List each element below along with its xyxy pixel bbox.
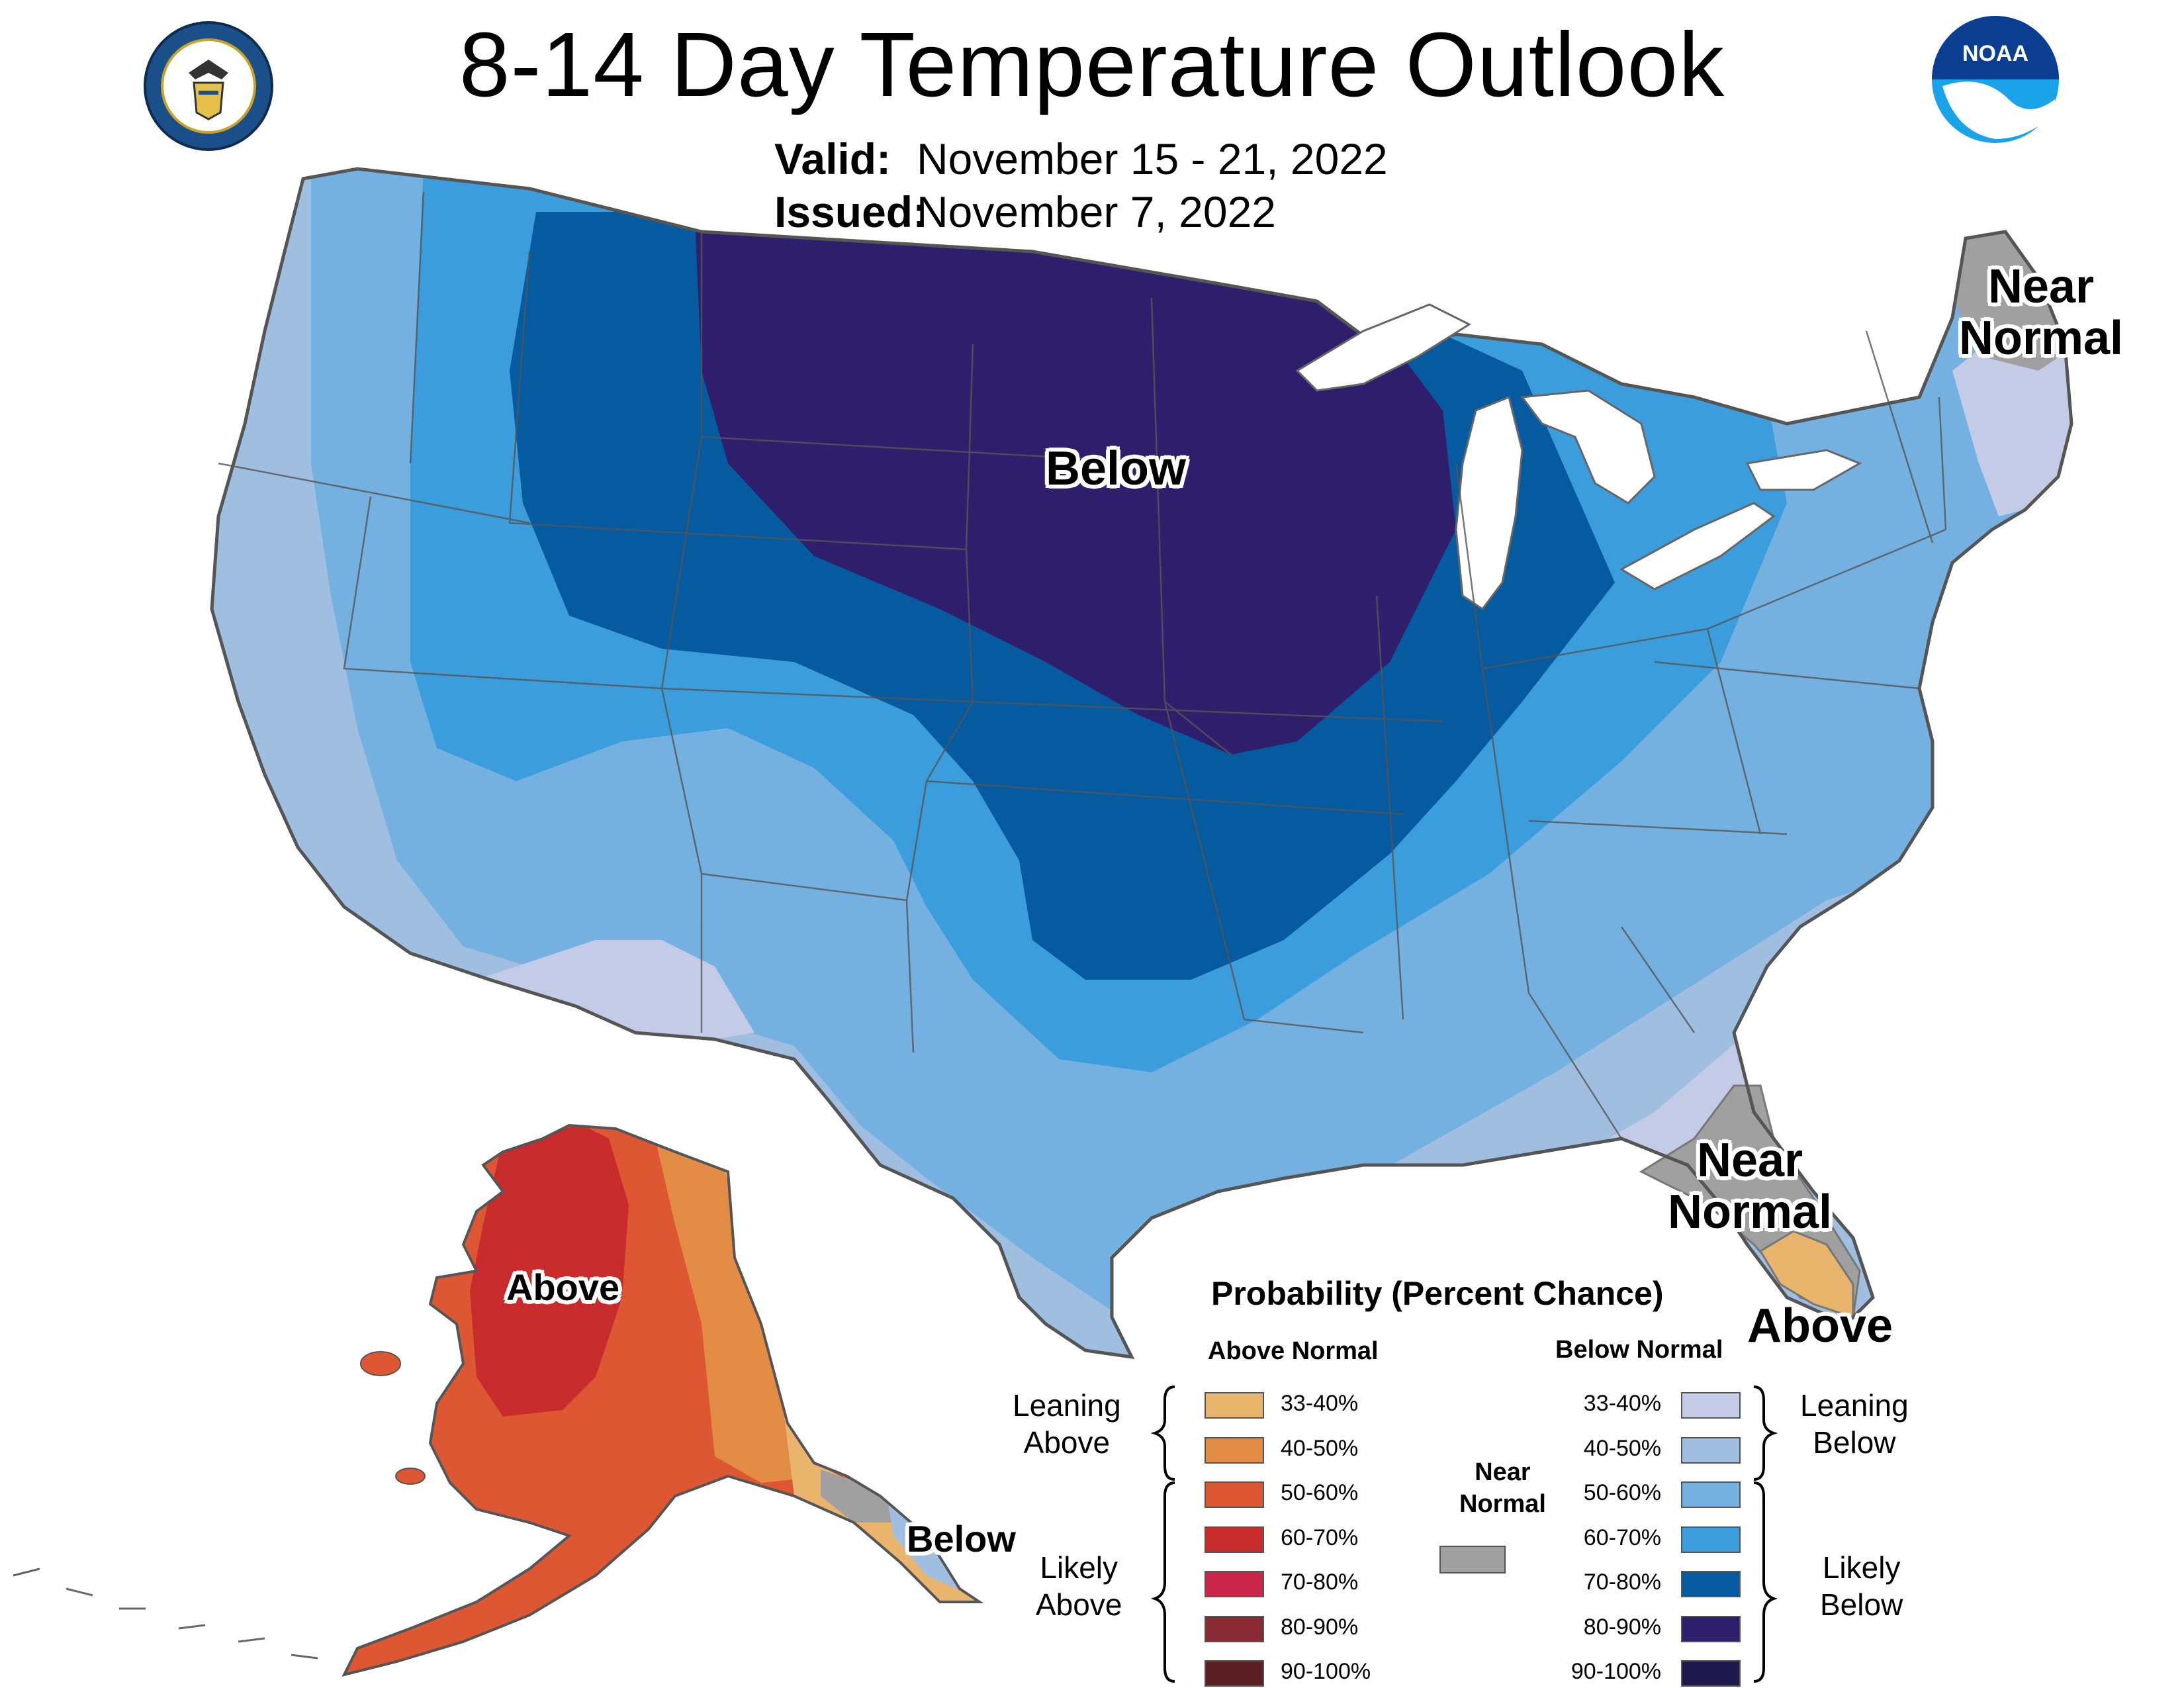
state-boundaries: [218, 191, 1947, 1139]
legend-swatch-above-0: [1205, 1392, 1264, 1419]
legend-title: Probability (Percent Chance): [1211, 1275, 1664, 1312]
alaska-outlook-regions: [344, 1125, 979, 1675]
label-near-normal-florida: Near Normal: [1668, 1135, 1832, 1239]
conus-outline: [210, 167, 2073, 1360]
legend-swatch-below-5: [1681, 1615, 1741, 1642]
legend-range-below-0: 33-40%: [1583, 1391, 1661, 1416]
legend-swatch-above-1: [1205, 1436, 1264, 1464]
alaska-outline: [341, 1123, 984, 1677]
label-near-normal-northeast: Near Normal: [1959, 261, 2123, 365]
legend-range-below-4: 70-80%: [1583, 1570, 1661, 1595]
valid-value: November 15 - 21, 2022: [917, 134, 1388, 183]
legend-range-below-6: 90-100%: [1570, 1659, 1661, 1684]
validity-block: Valid: November 15 - 21, 2022 Issued:Nove…: [774, 132, 1388, 238]
page-title: 8-14 Day Temperature Outlook: [459, 14, 1725, 116]
legend-swatch-below-3: [1681, 1526, 1741, 1553]
likely-below-line1: Likely: [1822, 1550, 1901, 1585]
noaa-logo: NOAA: [1929, 13, 2062, 146]
noaa-logo-text: NOAA: [1962, 41, 2028, 66]
legend-above-header: Above Normal: [1208, 1337, 1379, 1365]
florida-outlook-regions: [1639, 1084, 1861, 1319]
legend-swatch-below-6: [1681, 1660, 1741, 1687]
label-below-alaska: Below: [907, 1518, 1016, 1560]
issued-label: Issued:: [774, 187, 928, 236]
legend-swatch-above-4: [1205, 1571, 1264, 1597]
likely-above-line2: Above: [1036, 1587, 1122, 1622]
legend-range-above-3: 60-70%: [1281, 1524, 1359, 1550]
legend-swatch-above-6: [1205, 1660, 1264, 1687]
legend-range-above-4: 70-80%: [1281, 1570, 1359, 1595]
legend-near-normal: Near Normal: [1459, 1456, 1546, 1520]
likely-below-line2: Below: [1820, 1587, 1903, 1622]
label-above-florida: Above: [1747, 1299, 1893, 1352]
issued-row: Issued:November 7, 2022: [774, 185, 1388, 238]
aleutian-islands: [13, 1568, 318, 1660]
likely-above-line1: Likely: [1040, 1550, 1118, 1585]
legend-range-below-3: 60-70%: [1583, 1524, 1661, 1550]
legend-swatch-near-normal: [1439, 1546, 1506, 1573]
commerce-seal-logo: [142, 20, 275, 152]
leaning-above-line1: Leaning: [1013, 1388, 1121, 1423]
legend-range-above-5: 80-90%: [1281, 1614, 1359, 1640]
valid-row: Valid: November 15 - 21, 2022: [774, 132, 1388, 185]
legend-swatch-above-3: [1205, 1526, 1264, 1553]
legend-swatch-above-2: [1205, 1481, 1264, 1508]
legend-swatch-below-2: [1681, 1481, 1741, 1508]
great-lakes: [1295, 303, 1862, 611]
legend-range-below-2: 50-60%: [1583, 1480, 1661, 1505]
legend-range-above-0: 33-40%: [1281, 1391, 1359, 1416]
legend-swatch-below-1: [1681, 1436, 1741, 1464]
legend-likely-below: Likely Below: [1820, 1549, 1903, 1623]
legend-leaning-above: Leaning Above: [1013, 1387, 1121, 1461]
near-normal-fl-line2: Normal: [1668, 1185, 1833, 1239]
legend-likely-above: Likely Above: [1036, 1549, 1122, 1623]
legend-range-below-5: 80-90%: [1583, 1614, 1661, 1640]
legend-brackets: [1150, 1385, 1778, 1683]
legend-range-below-1: 40-50%: [1583, 1435, 1661, 1461]
label-above-alaska: Above: [506, 1266, 620, 1308]
near-normal-line2: Normal: [1459, 1490, 1546, 1518]
alaska-islands: [360, 1351, 426, 1485]
near-normal-fl-line1: Near: [1696, 1134, 1803, 1187]
leaning-above-line2: Above: [1023, 1425, 1111, 1460]
legend-range-above-6: 90-100%: [1281, 1659, 1371, 1684]
legend-swatch-below-0: [1681, 1392, 1741, 1419]
leaning-below-line2: Below: [1813, 1425, 1896, 1460]
legend-range-above-2: 50-60%: [1281, 1480, 1359, 1505]
near-normal-ne-line1: Near: [1987, 260, 2095, 313]
near-normal-ne-line2: Normal: [1959, 311, 2124, 365]
valid-label: Valid:: [774, 134, 891, 183]
leaning-below-line1: Leaning: [1800, 1388, 1909, 1423]
conus-outlook-regions: [212, 169, 2071, 1357]
legend-range-above-1: 40-50%: [1281, 1435, 1359, 1461]
near-normal-line1: Near: [1475, 1458, 1531, 1486]
issued-value: November 7, 2022: [917, 187, 1276, 236]
label-below-conus: Below: [1046, 442, 1187, 495]
legend-leaning-below: Leaning Below: [1800, 1387, 1909, 1461]
legend-swatch-above-5: [1205, 1615, 1264, 1642]
legend-swatch-below-4: [1681, 1571, 1741, 1597]
legend-below-header: Below Normal: [1555, 1336, 1723, 1364]
